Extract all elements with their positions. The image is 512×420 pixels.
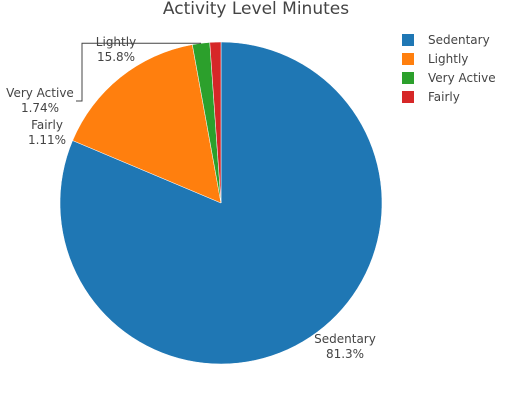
legend-swatch-very-active — [402, 72, 414, 84]
pie-label-name-fairly: Fairly — [31, 118, 63, 132]
legend-label-very-active: Very Active — [428, 71, 496, 85]
pie-slice-fairly[interactable] — [209, 41, 222, 204]
legend-swatch-fairly — [402, 91, 414, 103]
pie-label-name-sedentary: Sedentary — [314, 332, 376, 346]
legend-item-sedentary[interactable]: Sedentary — [402, 33, 490, 47]
pie-label-percent-sedentary: 81.3% — [326, 347, 364, 361]
legend-label-sedentary: Sedentary — [428, 33, 490, 47]
pie-label-percent-lightly: 15.8% — [97, 50, 135, 64]
pie-slice-lightly[interactable] — [72, 44, 222, 204]
legend-label-lightly: Lightly — [428, 52, 468, 66]
legend-item-fairly[interactable]: Fairly — [402, 90, 460, 104]
pie-label-name-lightly: Lightly — [96, 35, 136, 49]
legend-swatch-lightly — [402, 53, 414, 65]
pie-label-percent-fairly: 1.11% — [28, 133, 66, 147]
pie-label-percent-very-active: 1.74% — [21, 101, 59, 115]
legend-swatch-sedentary — [402, 34, 414, 46]
pie-slices — [59, 41, 383, 365]
legend-item-very-active[interactable]: Very Active — [402, 71, 496, 85]
legend: Sedentary Lightly Very Active Fairly — [402, 33, 496, 104]
chart-title: Activity Level Minutes — [163, 0, 349, 19]
legend-label-fairly: Fairly — [428, 90, 460, 104]
legend-item-lightly[interactable]: Lightly — [402, 52, 468, 66]
leader-line-very-active — [76, 42, 202, 102]
pie-label-name-very-active: Very Active — [6, 86, 74, 100]
